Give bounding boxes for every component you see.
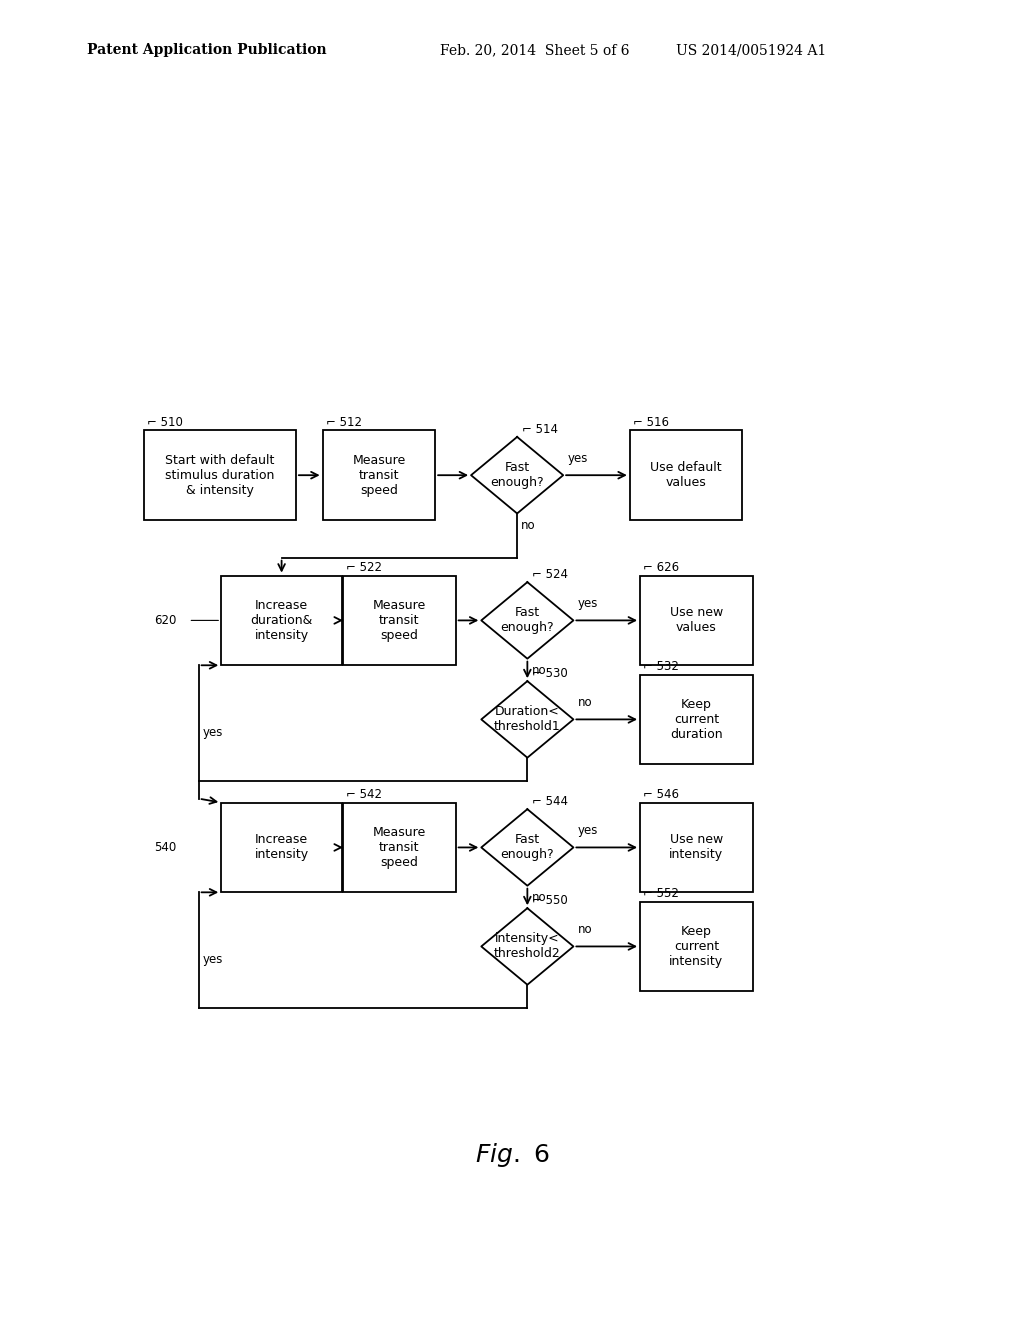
FancyBboxPatch shape [640, 576, 753, 665]
Text: Keep
current
intensity: Keep current intensity [670, 925, 723, 968]
Text: US 2014/0051924 A1: US 2014/0051924 A1 [676, 44, 826, 57]
Text: Use new
values: Use new values [670, 606, 723, 635]
FancyBboxPatch shape [640, 675, 753, 764]
FancyBboxPatch shape [640, 803, 753, 892]
Text: yes: yes [578, 597, 598, 610]
Text: no: no [578, 923, 592, 936]
Text: Increase
intensity: Increase intensity [255, 833, 308, 862]
Text: no: no [521, 519, 536, 532]
FancyBboxPatch shape [640, 902, 753, 991]
Text: Fast
enough?: Fast enough? [501, 606, 554, 635]
FancyBboxPatch shape [343, 576, 456, 665]
Text: yes: yes [578, 824, 598, 837]
FancyBboxPatch shape [343, 803, 456, 892]
Text: ⌐ 522: ⌐ 522 [346, 561, 382, 574]
Text: ⌐ 552: ⌐ 552 [643, 887, 679, 900]
Text: ⌐ 544: ⌐ 544 [532, 795, 568, 808]
Text: ⌐ 512: ⌐ 512 [326, 416, 361, 429]
Text: ⌐ 542: ⌐ 542 [346, 788, 382, 801]
Text: Fast
enough?: Fast enough? [490, 461, 544, 490]
Text: intensity<
threshold2: intensity< threshold2 [494, 932, 561, 961]
Text: no: no [578, 696, 592, 709]
Text: ⌐ 550: ⌐ 550 [532, 894, 568, 907]
FancyBboxPatch shape [323, 430, 435, 520]
Text: Feb. 20, 2014  Sheet 5 of 6: Feb. 20, 2014 Sheet 5 of 6 [440, 44, 630, 57]
Text: ⌐ 524: ⌐ 524 [532, 568, 568, 581]
Text: Use new
intensity: Use new intensity [670, 833, 723, 862]
Text: Increase
duration&
intensity: Increase duration& intensity [251, 599, 312, 642]
Text: Fast
enough?: Fast enough? [501, 833, 554, 862]
FancyBboxPatch shape [630, 430, 742, 520]
FancyBboxPatch shape [221, 803, 342, 892]
Text: no: no [531, 891, 546, 904]
Text: $\mathit{Fig.}\ \mathit{6}$: $\mathit{Fig.}\ \mathit{6}$ [475, 1140, 549, 1170]
Text: Keep
current
duration: Keep current duration [670, 698, 723, 741]
Text: yes: yes [203, 726, 223, 739]
Text: Measure
transit
speed: Measure transit speed [373, 826, 426, 869]
Text: ⌐ 514: ⌐ 514 [522, 422, 558, 436]
Text: ⌐ 626: ⌐ 626 [643, 561, 679, 574]
Text: ⌐ 532: ⌐ 532 [643, 660, 679, 673]
Text: ⌐ 510: ⌐ 510 [147, 416, 183, 429]
Text: ⌐ 516: ⌐ 516 [633, 416, 669, 429]
FancyBboxPatch shape [221, 576, 342, 665]
Text: yes: yes [567, 451, 588, 465]
Text: ⌐ 546: ⌐ 546 [643, 788, 679, 801]
Text: Start with default
stimulus duration
& intensity: Start with default stimulus duration & i… [166, 454, 274, 496]
Text: Measure
transit
speed: Measure transit speed [373, 599, 426, 642]
Text: 620: 620 [155, 614, 177, 627]
FancyBboxPatch shape [144, 430, 296, 520]
Text: Duration<
threshold1: Duration< threshold1 [494, 705, 561, 734]
Text: ⌐ 530: ⌐ 530 [532, 667, 568, 680]
Text: 540: 540 [155, 841, 177, 854]
Text: Use default
values: Use default values [650, 461, 722, 490]
Text: yes: yes [203, 953, 223, 966]
Text: Patent Application Publication: Patent Application Publication [87, 44, 327, 57]
Text: no: no [531, 664, 546, 677]
Text: Measure
transit
speed: Measure transit speed [352, 454, 406, 496]
